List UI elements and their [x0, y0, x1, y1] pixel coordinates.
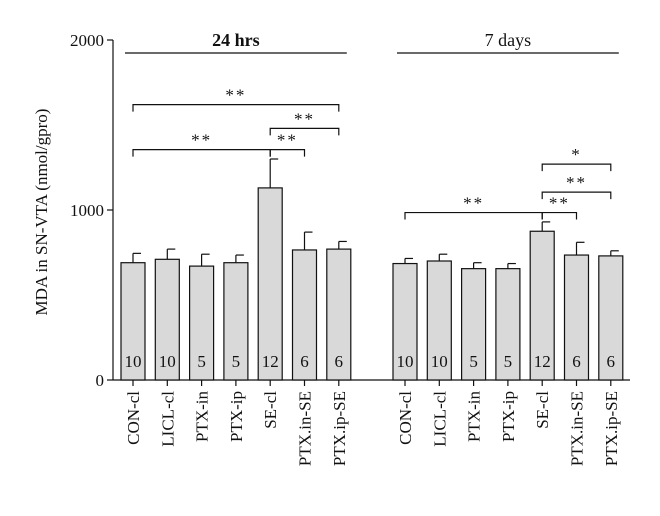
x-tick-label: LICL-cl	[430, 391, 449, 447]
significance-bracket	[132, 104, 340, 112]
significance-bracket	[269, 149, 306, 157]
y-tick-label: 2000	[70, 31, 104, 50]
bar	[326, 248, 352, 381]
sample-size-label: 6	[572, 352, 581, 371]
bar	[257, 187, 283, 381]
significance-label: **	[549, 194, 570, 213]
sample-size-label: 5	[197, 352, 206, 371]
significance-bracket	[541, 163, 612, 172]
significance-bracket	[541, 191, 612, 200]
significance-bracket	[269, 127, 340, 136]
bar	[189, 265, 215, 381]
bar	[495, 268, 521, 381]
sample-size-label: 5	[232, 352, 241, 371]
sample-size-label: 10	[125, 352, 142, 371]
sample-size-label: 6	[300, 352, 309, 371]
bar	[392, 262, 418, 381]
y-tick-label: 0	[96, 371, 105, 390]
significance-bracket	[404, 211, 543, 220]
sample-size-label: 10	[431, 352, 448, 371]
x-tick-label: PTX-in	[193, 391, 212, 443]
x-tick-label: PTX-ip	[227, 391, 246, 442]
bar	[426, 260, 452, 381]
sample-size-label: 6	[335, 352, 344, 371]
group-label: 7 days	[485, 30, 532, 50]
sample-size-label: 10	[159, 352, 176, 371]
x-tick-label: PTX.ip-SE	[330, 391, 349, 466]
sample-size-label: 6	[607, 352, 616, 371]
x-tick-label: CON-cl	[124, 391, 143, 445]
x-tick-label: PTX.in-SE	[296, 391, 315, 466]
significance-label: **	[191, 131, 212, 150]
x-tick-label: PTX.ip-SE	[602, 391, 621, 466]
significance-label: **	[277, 131, 298, 150]
x-tick-label: SE-cl	[261, 391, 280, 429]
significance-annotations: 24 hrs****** **7 days***** **	[125, 30, 619, 220]
sample-size-label: 12	[262, 352, 279, 371]
x-tick-label: LICL-cl	[158, 391, 177, 447]
x-tick-label: CON-cl	[396, 391, 415, 445]
sample-size-label: 12	[534, 352, 551, 371]
bar	[120, 262, 146, 381]
significance-bracket	[541, 211, 578, 220]
significance-label: **	[225, 86, 246, 105]
significance-label: **	[566, 173, 587, 192]
x-tick-label: PTX.in-SE	[568, 391, 587, 466]
x-tick-label: PTX-ip	[499, 391, 518, 442]
significance-label: **	[463, 194, 484, 213]
x-tick-label: PTX-in	[465, 391, 484, 443]
x-tick-label: SE-cl	[533, 391, 552, 429]
sample-size-label: 5	[469, 352, 478, 371]
bar	[461, 268, 487, 381]
significance-label: **	[294, 109, 315, 128]
bar	[223, 262, 249, 381]
x-tick-labels: CON-cl LICL-cl PTX-in PTX-ip SE-cl PTX.in-SE P…	[124, 380, 621, 466]
y-axis-label: MDA in SN-VTA (nmol/gpro)	[32, 109, 51, 316]
y-tick-label: 1000	[70, 201, 104, 220]
sample-size-label: 5	[504, 352, 513, 371]
significance-bracket	[132, 149, 271, 157]
group-label: 24 hrs	[212, 30, 260, 50]
sample-size-label: 10	[397, 352, 414, 371]
significance-label: *	[571, 145, 582, 164]
